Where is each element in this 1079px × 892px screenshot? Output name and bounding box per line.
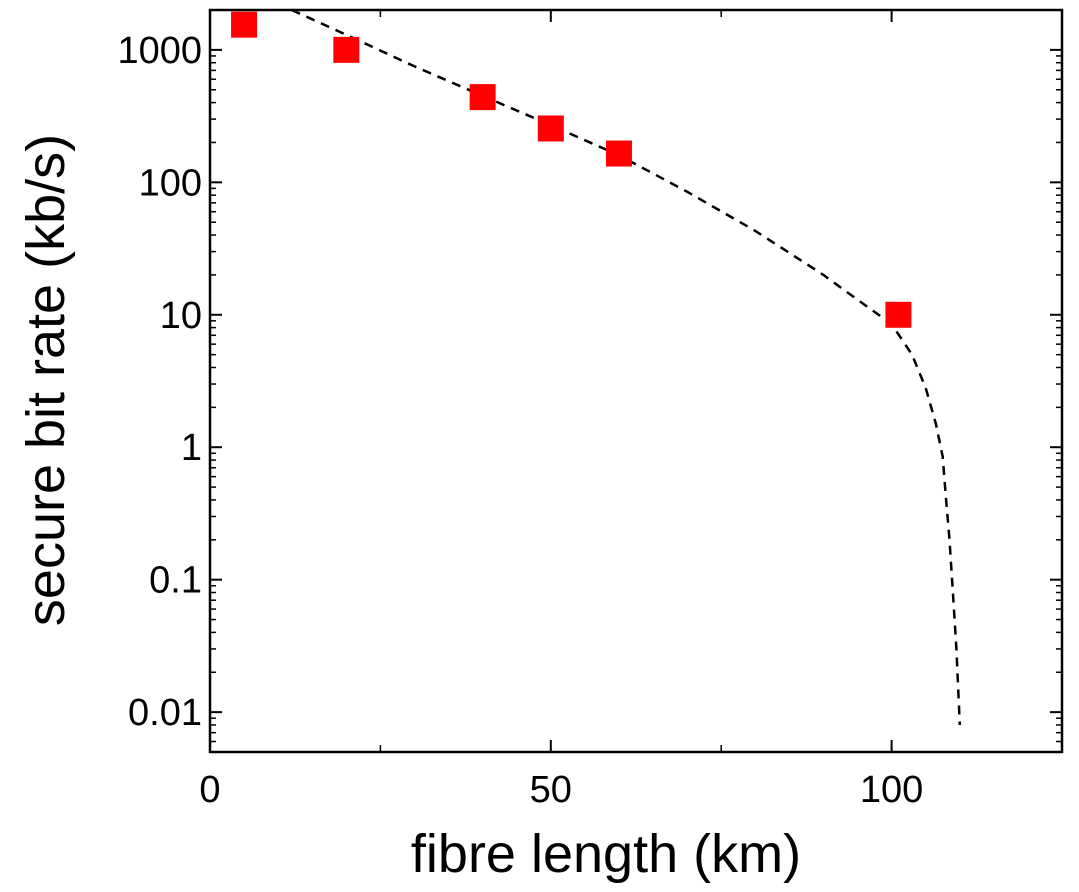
x-tick-labels: 0 50 100 [199, 769, 923, 811]
series-layer [231, 8, 962, 726]
plot-frame [208, 8, 1064, 754]
y-tick-label: 100 [139, 162, 202, 204]
y-tick-label: 0.1 [149, 560, 202, 602]
data-point-marker [537, 115, 564, 142]
y-tick-label: 0.01 [128, 692, 202, 734]
x-tick-label: 50 [530, 769, 572, 811]
y-tick-label: 10 [160, 295, 202, 337]
y-axis-title: secure bit rate (kb/s) [16, 134, 76, 626]
x-tick-label: 100 [860, 769, 923, 811]
y-tick-labels: 0.01 0.1 1 10 100 1000 [117, 30, 202, 734]
data-point-marker [605, 140, 632, 167]
data-point-marker [231, 11, 258, 38]
axis-ticks [209, 10, 1063, 752]
data-point-marker [333, 36, 360, 63]
x-tick-label: 0 [199, 769, 220, 811]
data-point-marker [469, 84, 496, 111]
fit-curve [291, 8, 962, 726]
y-tick-label: 1 [181, 427, 202, 469]
x-axis-title: fibre length (km) [411, 824, 801, 884]
y-tick-label: 1000 [117, 30, 202, 72]
data-point-marker [885, 301, 912, 328]
